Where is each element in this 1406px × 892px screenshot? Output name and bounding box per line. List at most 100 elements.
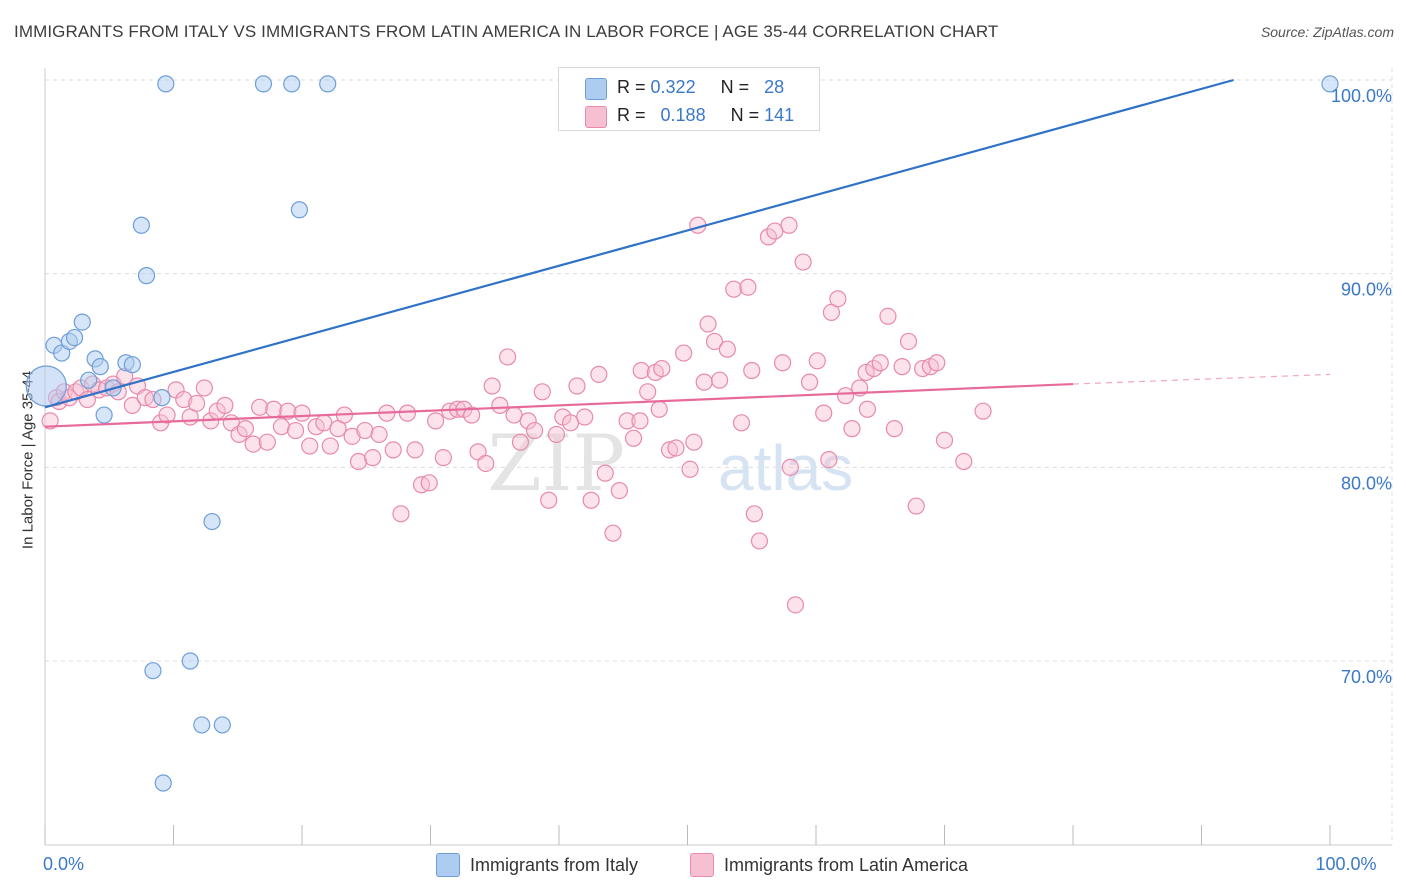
latam-point xyxy=(681,460,699,478)
latam-point xyxy=(800,373,819,391)
italy-trend-line xyxy=(44,78,1234,409)
source-label: Source: ZipAtlas.com xyxy=(1260,24,1394,40)
italy-r-label: R = xyxy=(617,77,646,97)
latam-point xyxy=(272,418,291,436)
latam-point xyxy=(398,404,416,422)
latam-n-value: 141 xyxy=(764,105,795,125)
latam-point xyxy=(392,505,410,523)
latam-swatch xyxy=(585,106,607,128)
latam-point xyxy=(865,359,883,378)
latam-point xyxy=(434,449,452,467)
latam-point xyxy=(871,354,889,372)
stats-legend: R = 0.322 N = 28 R = 0.188 N = 141 xyxy=(558,67,820,131)
latam-point xyxy=(836,387,855,405)
latam-point xyxy=(695,373,713,391)
latam-point xyxy=(547,425,566,444)
italy-point xyxy=(283,75,301,93)
latam-point xyxy=(711,371,729,389)
trend-lines xyxy=(44,78,1331,428)
latam-point xyxy=(974,402,992,420)
latam-stats-text: R = 0.188 N = 141 xyxy=(617,105,794,126)
italy-point xyxy=(157,75,175,93)
italy-point xyxy=(25,365,67,407)
latam-point xyxy=(624,429,643,447)
latam-point xyxy=(477,454,495,473)
latam-point xyxy=(632,361,650,380)
italy-point xyxy=(254,75,273,93)
italy-point xyxy=(123,356,141,374)
latam-point xyxy=(604,524,622,542)
latam-point xyxy=(745,505,763,523)
italy-point xyxy=(73,313,91,331)
italy-point xyxy=(144,662,162,680)
latam-point xyxy=(293,404,311,422)
latam-point xyxy=(794,253,812,271)
y-tick-label: 80.0% xyxy=(1341,473,1392,493)
latam-point xyxy=(511,433,530,451)
latam-point xyxy=(463,406,481,424)
latam-point xyxy=(420,474,438,492)
tick-labels: 70.0% 80.0% 90.0% 100.0% 0.0% 100.0% xyxy=(43,86,1392,874)
latam-point xyxy=(406,441,424,459)
watermark-zip: ZIP xyxy=(488,419,626,509)
latam-point xyxy=(384,441,402,459)
latam-point xyxy=(582,491,600,509)
latam-point xyxy=(356,421,374,440)
latam-point xyxy=(175,390,193,409)
latam-point xyxy=(781,458,799,476)
latam-points xyxy=(41,216,992,614)
italy-stats-text: R = 0.322 N = 28 xyxy=(617,77,784,98)
latam-point xyxy=(907,497,925,515)
latam-point xyxy=(370,425,388,444)
italy-point xyxy=(95,406,113,424)
latam-point xyxy=(928,354,946,372)
latam-point xyxy=(250,398,269,416)
legend-label-latam: Immigrants from Latin America xyxy=(724,854,969,875)
latam-point xyxy=(653,359,671,378)
latam-trend-line xyxy=(44,382,1074,428)
latam-point xyxy=(364,449,382,467)
latam-point xyxy=(667,439,685,457)
italy-point xyxy=(203,512,221,531)
latam-point xyxy=(808,352,826,370)
latam-point xyxy=(427,412,445,430)
latam-point xyxy=(279,402,297,420)
latam-point xyxy=(843,420,861,438)
latam-point xyxy=(750,532,769,550)
latam-point xyxy=(216,396,234,414)
italy-point xyxy=(153,389,171,407)
latam-point xyxy=(773,354,792,372)
latam-point xyxy=(265,400,283,418)
latam-point xyxy=(321,437,339,455)
italy-n-value: 28 xyxy=(764,77,785,97)
latam-point xyxy=(820,450,838,469)
latam-trend-extension xyxy=(1072,373,1331,385)
italy-points xyxy=(25,75,1339,792)
y-tick-label: 90.0% xyxy=(1341,280,1392,300)
italy-point xyxy=(137,267,156,285)
latam-point xyxy=(743,361,761,380)
latam-point xyxy=(732,414,751,432)
italy-point xyxy=(1321,75,1339,93)
latam-point xyxy=(195,379,213,397)
italy-point xyxy=(319,75,337,93)
latam-point xyxy=(699,315,717,333)
latam-point xyxy=(540,491,558,509)
latam-point xyxy=(631,412,649,430)
latam-point xyxy=(525,421,544,440)
latam-point xyxy=(858,400,877,418)
latam-point xyxy=(780,216,798,234)
latam-point xyxy=(786,596,805,614)
italy-point xyxy=(181,652,199,670)
latam-point xyxy=(857,363,875,382)
latam-point xyxy=(307,418,325,436)
legend-swatch-latam xyxy=(690,853,714,877)
latam-point xyxy=(499,348,517,366)
italy-point xyxy=(132,216,150,234)
latam-point xyxy=(590,365,608,383)
latam-point xyxy=(705,332,724,351)
latam-point xyxy=(618,412,636,430)
latam-point xyxy=(576,408,594,426)
italy-point xyxy=(213,716,231,734)
